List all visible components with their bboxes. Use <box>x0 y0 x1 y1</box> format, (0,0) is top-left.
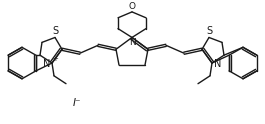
Text: N: N <box>129 38 135 47</box>
Text: N: N <box>214 59 221 69</box>
Text: I⁻: I⁻ <box>73 98 81 108</box>
Text: O: O <box>129 2 135 11</box>
Text: S: S <box>206 26 212 36</box>
Text: S: S <box>52 26 58 36</box>
Text: N: N <box>43 59 50 69</box>
Text: +: + <box>52 56 58 62</box>
